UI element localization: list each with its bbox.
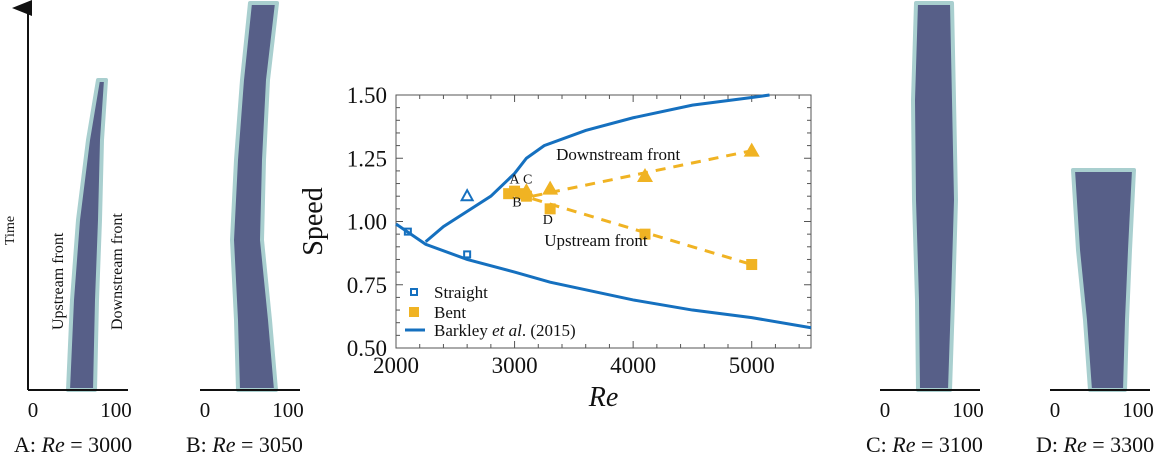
caption-value: = 3050 <box>236 432 303 457</box>
y-tick-label: 0.50 <box>347 336 387 361</box>
y-axis-label: Speed <box>298 187 329 255</box>
straight-square-point <box>463 250 472 259</box>
chart-annotation: Upstream front <box>544 231 648 250</box>
caption-value: = 3300 <box>1087 432 1154 457</box>
legend-straight-marker <box>410 288 418 296</box>
x-tick-100: 100 <box>952 398 984 422</box>
caption-value: = 3100 <box>916 432 983 457</box>
straight-triangle-point <box>459 188 475 202</box>
upstream-front-label: Upstream front <box>50 232 67 330</box>
caption-variable: Re <box>1063 432 1087 457</box>
panel-caption: A: Re = 3000 <box>14 432 132 457</box>
chart-annotation: Downstream front <box>556 145 680 164</box>
time-axis-label: Time <box>3 216 18 245</box>
bent-triangle-point <box>637 167 653 182</box>
legend-barkley-post: . (2015) <box>522 321 576 340</box>
x-tick-0: 0 <box>880 398 891 422</box>
legend-barkley-pre: Barkley <box>434 321 492 340</box>
spacetime-pattern <box>911 1 958 392</box>
legend-bent-label: Bent <box>434 303 466 322</box>
y-tick-label: 1.00 <box>347 210 387 235</box>
legend-barkley-italic: et al <box>492 321 522 340</box>
caption-variable: Re <box>211 432 235 457</box>
x-tick-0: 0 <box>28 398 39 422</box>
bent-square-point <box>639 228 651 240</box>
bent-square-point <box>544 203 556 215</box>
panel-caption: B: Re = 3050 <box>186 432 303 457</box>
spacetime-panel-a: Time Upstream front Downstream front 0 100 A:… <box>3 0 132 457</box>
chart-annotation: C <box>523 173 532 188</box>
panel-caption: D: Re = 3300 <box>1036 432 1154 457</box>
y-tick-label: 1.25 <box>347 146 387 171</box>
bent-triangle-point <box>518 183 535 198</box>
panel-caption: C: Re = 3100 <box>866 432 983 457</box>
x-axis-label: Re <box>588 382 619 413</box>
bent-square-point <box>509 185 521 197</box>
downstream-front-label: Downstream front <box>109 213 126 330</box>
x-tick-label: 5000 <box>729 353 775 378</box>
y-tick-label: 1.50 <box>347 83 387 108</box>
spacetime-panel-d: 0 100 D: Re = 3300 <box>1036 168 1154 457</box>
caption-variable: Re <box>41 432 65 457</box>
caption-prefix: B: <box>186 432 212 457</box>
bent-triangle-point <box>743 142 760 157</box>
barkley-curve <box>424 93 770 243</box>
x-tick-0: 0 <box>1050 398 1061 422</box>
caption-variable: Re <box>891 432 915 457</box>
x-tick-label: 3000 <box>492 353 538 378</box>
spacetime-pattern <box>1071 168 1136 392</box>
caption-prefix: A: <box>14 432 42 457</box>
x-tick-100: 100 <box>1122 398 1154 422</box>
spacetime-panels: Time Upstream front Downstream front 0 100 A:… <box>3 0 1154 457</box>
chart-annotation: A <box>510 173 521 188</box>
caption-prefix: D: <box>1036 432 1064 457</box>
x-tick-100: 100 <box>100 398 132 422</box>
bent-square-point <box>746 259 758 271</box>
caption-value: = 3000 <box>65 432 132 457</box>
chart-annotation: B <box>512 195 521 210</box>
spacetime-panel-c: 0 100 C: Re = 3100 <box>866 1 984 457</box>
bent-square-point <box>503 188 515 200</box>
legend-straight-label: Straight <box>434 283 488 302</box>
chart-annotation: D <box>543 213 553 228</box>
legend-barkley-label: Barkley et al. (2015) <box>434 321 576 340</box>
spacetime-pattern <box>66 78 108 392</box>
x-tick-label: 2000 <box>373 353 419 378</box>
spacetime-panel-b: 0 100 B: Re = 3050 <box>186 1 304 457</box>
speed-chart: 2000 3000 4000 5000 0.50 0.75 1.00 1.25 1.50 Re Sp… <box>298 83 812 413</box>
caption-prefix: C: <box>866 432 892 457</box>
x-tick-100: 100 <box>272 398 304 422</box>
y-tick-label: 0.75 <box>347 273 387 298</box>
spacetime-pattern <box>230 1 279 392</box>
x-tick-0: 0 <box>200 398 211 422</box>
x-tick-label: 4000 <box>610 353 656 378</box>
bent-triangle-point <box>542 180 559 195</box>
barkley-curve <box>395 222 812 330</box>
legend-bent-marker <box>409 307 419 317</box>
